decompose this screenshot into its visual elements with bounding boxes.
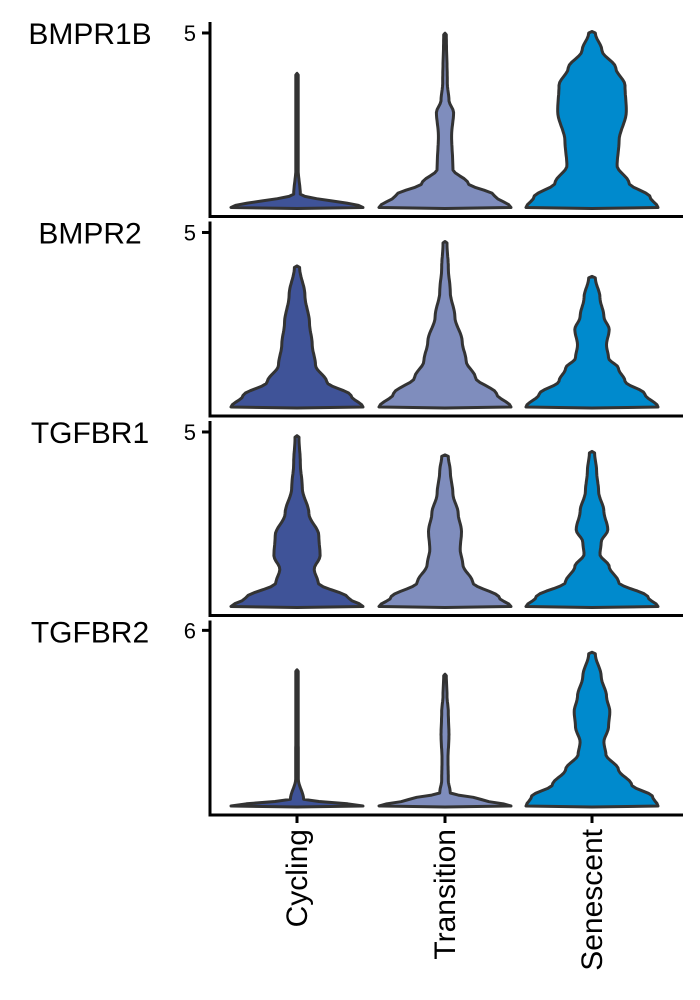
gene-label: BMPR1B [28, 18, 151, 51]
violin-tgfbr2-cycling [229, 668, 365, 809]
x-category-label: Senescent [576, 828, 609, 970]
y-tick-label: 5 [184, 220, 196, 245]
gene-label: TGFBR1 [31, 417, 149, 450]
violin-bmpr1b-senescent [524, 30, 660, 210]
y-tick-label: 5 [184, 420, 196, 445]
violin-bmpr2-cycling [229, 264, 365, 410]
violin-tgfbr1-transition [377, 453, 513, 609]
x-category-label: Transition [429, 829, 462, 960]
gene-label: TGFBR2 [31, 617, 149, 650]
y-tick-label: 6 [184, 618, 196, 643]
violin-tgfbr1-cycling [229, 434, 365, 609]
panel-bmpr1b: 5 BMPR1B [28, 18, 683, 218]
panel-bmpr2: 5 BMPR2 [38, 218, 683, 418]
violin-tgfbr1-senescent [524, 449, 660, 609]
violin-tgfbr2-transition [377, 672, 513, 809]
gene-label: BMPR2 [38, 218, 141, 251]
panel-tgfbr1: 5 TGFBR1 [31, 417, 683, 617]
violin-bmpr2-transition [377, 240, 513, 410]
violin-tgfbr2-senescent [524, 650, 660, 809]
panel-tgfbr2: 6 TGFBR2 [31, 617, 683, 817]
violin-bmpr1b-transition [377, 31, 513, 210]
y-tick-label: 5 [184, 21, 196, 46]
violin-bmpr1b-cycling [229, 71, 365, 210]
x-category-label: Cycling [281, 829, 314, 927]
violin-bmpr2-senescent [524, 274, 660, 410]
